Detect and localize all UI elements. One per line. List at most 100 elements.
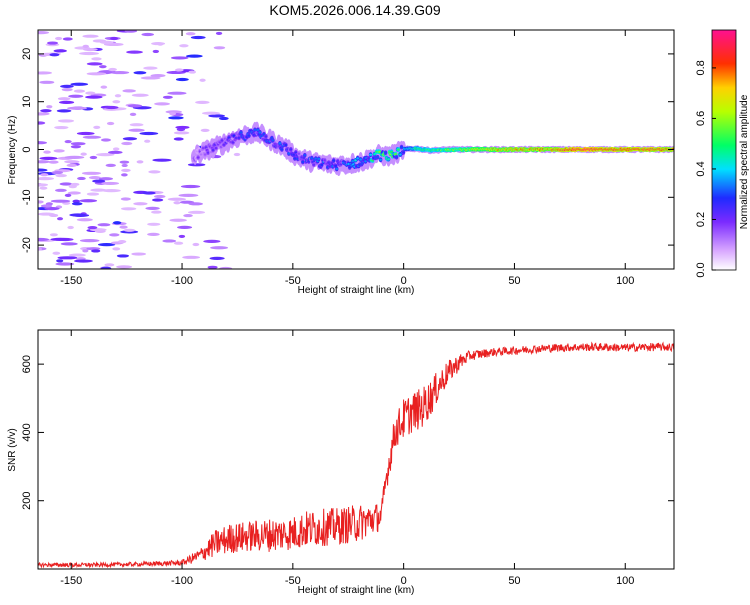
noise-blob — [173, 201, 181, 205]
x-tick-label: -150 — [60, 275, 82, 287]
noise-blob — [128, 128, 145, 132]
noise-blob — [67, 106, 87, 110]
ridge-core — [390, 150, 393, 153]
noise-blob — [178, 234, 186, 239]
y-tick-label: 0 — [21, 146, 33, 152]
noise-blob — [60, 242, 78, 246]
noise-blob — [87, 225, 98, 230]
noise-blob — [104, 105, 119, 110]
noise-blob — [40, 204, 53, 208]
noise-blob — [79, 51, 99, 56]
noise-blob — [116, 254, 130, 258]
noise-blob — [147, 222, 161, 226]
noise-blob — [72, 199, 80, 203]
noise-blob — [104, 263, 115, 267]
snr-plot-area — [38, 341, 674, 569]
noise-blob — [60, 84, 74, 89]
noise-blob — [100, 266, 112, 269]
ridge-core — [359, 158, 363, 161]
noise-blob — [66, 163, 78, 167]
noise-blob — [101, 189, 121, 193]
ridge-core — [356, 157, 360, 160]
noise-blob — [39, 156, 58, 161]
noise-blob — [141, 32, 154, 37]
noise-blob — [126, 50, 143, 54]
noise-blob — [49, 53, 60, 57]
ridge-core — [314, 157, 318, 160]
noise-blob — [173, 241, 184, 245]
noise-blob — [97, 223, 111, 227]
noise-blob — [162, 95, 173, 99]
noise-blob — [207, 265, 218, 269]
noise-blob — [38, 112, 50, 116]
noise-blob — [153, 194, 166, 199]
noise-blob — [82, 34, 99, 38]
ridge-core — [402, 151, 405, 154]
noise-blob — [100, 85, 108, 89]
colorbar-tick-label: 0.8 — [695, 60, 707, 75]
noise-blob — [162, 239, 177, 243]
ridge-core — [231, 141, 235, 144]
noise-blob — [143, 66, 158, 70]
noise-blob — [39, 80, 55, 84]
noise-blob — [51, 170, 64, 175]
noise-blob — [38, 160, 51, 164]
noise-blob — [121, 173, 128, 177]
noise-blob — [175, 77, 189, 82]
noise-blob — [190, 35, 206, 40]
noise-blob — [40, 173, 49, 177]
colorbar-tick-label: 0.0 — [695, 262, 707, 277]
snr-xlabel: Height of straight line (km) — [298, 585, 415, 596]
ridge-core — [334, 164, 338, 167]
noise-blob — [40, 109, 52, 113]
ridge-core — [256, 128, 260, 132]
ridge-core — [369, 153, 373, 156]
ridge-core — [278, 142, 282, 145]
ridge-core — [239, 131, 243, 134]
noise-blob — [169, 218, 187, 222]
colorbar-tick-label: 0.2 — [695, 212, 707, 227]
ridge-core — [220, 139, 224, 142]
noise-blob — [110, 36, 119, 41]
y-tick-label: 20 — [21, 48, 33, 60]
noise-blob — [82, 44, 89, 48]
noise-blob — [55, 36, 63, 41]
noise-blob — [92, 179, 106, 183]
spectrogram-x-ticks: -150 -100 -50 0 50 100 — [60, 30, 634, 287]
noise-blob — [145, 206, 160, 210]
noise-blob — [124, 30, 138, 33]
noise-blob — [139, 131, 159, 136]
noise-blob — [73, 89, 86, 93]
snr-y-ticks: 200 400 600 — [21, 355, 674, 510]
noise-blob — [119, 160, 130, 164]
x-tick-label: 0 — [401, 575, 407, 587]
noise-blob — [154, 102, 170, 106]
ridge-core — [317, 157, 321, 160]
ridge-core — [378, 150, 382, 154]
noise-blob — [38, 121, 46, 125]
noise-blob — [131, 252, 147, 256]
noise-blob — [54, 125, 69, 130]
noise-blob — [116, 265, 133, 269]
noise-blob — [177, 225, 193, 229]
noise-blob — [44, 207, 60, 211]
ridge-core — [351, 160, 355, 163]
noise-blob — [55, 262, 75, 266]
noise-blob — [86, 72, 107, 76]
noise-blob — [89, 155, 98, 160]
noise-blob — [76, 131, 95, 136]
noise-blob — [52, 251, 61, 255]
noise-blob — [112, 100, 121, 104]
x-tick-label: -50 — [285, 575, 301, 587]
noise-blob — [170, 56, 189, 60]
noise-blob — [185, 32, 196, 36]
noise-blob — [57, 119, 75, 123]
ridge-core — [301, 160, 305, 164]
noise-blob — [185, 54, 203, 58]
noise-blob — [167, 197, 186, 201]
noise-blob — [122, 137, 138, 141]
y-tick-label: 600 — [21, 355, 33, 373]
